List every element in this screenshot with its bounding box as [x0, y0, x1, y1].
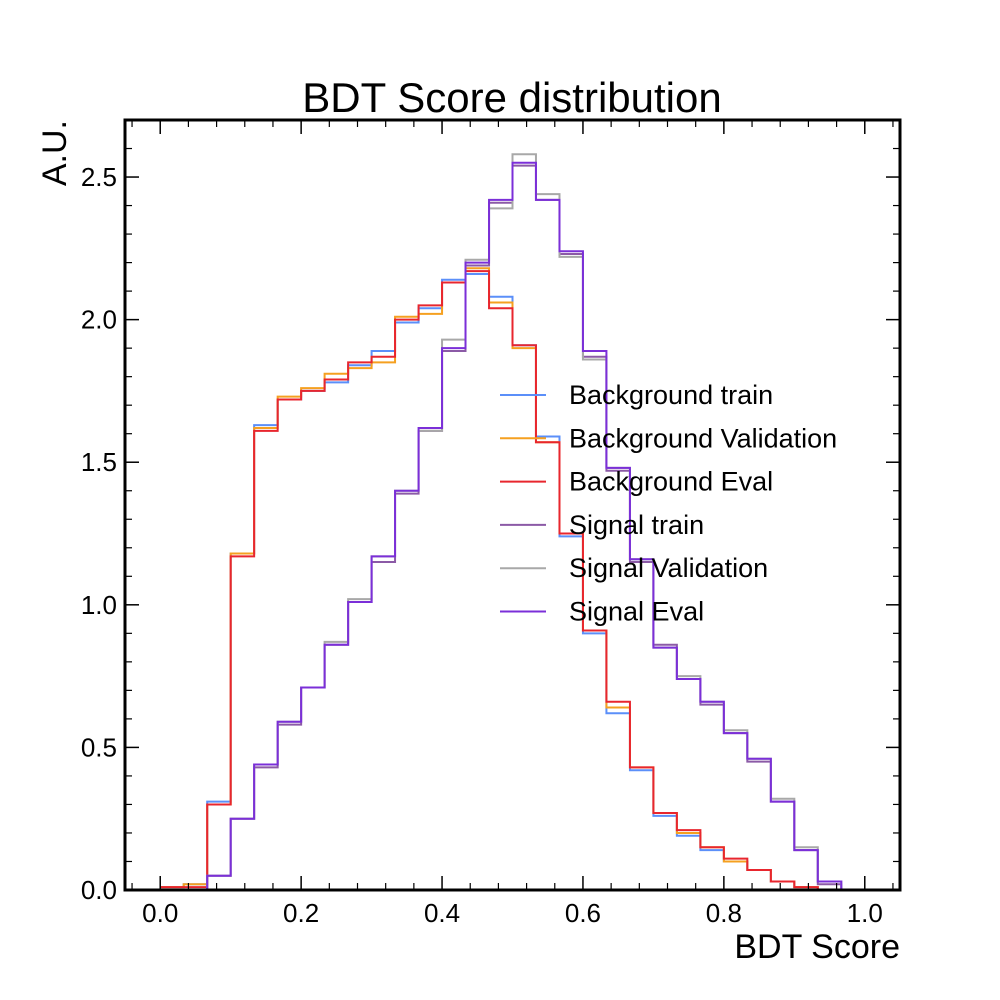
legend-label-1: Background train	[569, 380, 773, 410]
tick-labels-group: 0.0 0.2 0.4 0.6 0.8 1.0 0.0 0.5 1.0 1.5 2.0 2.5	[81, 162, 883, 928]
y-axis-label: A.U.	[36, 120, 74, 186]
histogram-series-3	[160, 270, 865, 891]
x-tick-label: 0.2	[283, 898, 319, 928]
chart-title: BDT Score distribution	[302, 74, 721, 121]
x-tick-label: 0.6	[565, 898, 601, 928]
x-tick-label: 0.0	[142, 898, 178, 928]
legend-label-2: Background Validation	[569, 423, 837, 453]
x-tick-label: 0.4	[424, 898, 460, 928]
plot-frame	[123, 118, 902, 892]
histogram-series-group	[160, 153, 865, 891]
histogram-series-6	[160, 161, 865, 891]
legend-label-4: Signal train	[569, 510, 704, 540]
y-tick-label: 1.5	[81, 447, 117, 477]
x-axis-label: BDT Score	[734, 928, 900, 966]
legend-label-5: Signal Validation	[569, 553, 768, 583]
legend: Background train Background Validation Bac…	[500, 380, 837, 627]
y-tick-label: 0.5	[81, 732, 117, 762]
y-tick-label: 2.0	[81, 305, 117, 335]
legend-label-6: Signal Eval	[569, 597, 704, 627]
x-tick-label: 1.0	[847, 898, 883, 928]
y-tick-label: 1.0	[81, 590, 117, 620]
legend-label-3: Background Eval	[569, 467, 773, 497]
y-tick-label: 2.5	[81, 162, 117, 192]
y-tick-label: 0.0	[81, 875, 117, 905]
x-tick-label: 0.8	[706, 898, 742, 928]
